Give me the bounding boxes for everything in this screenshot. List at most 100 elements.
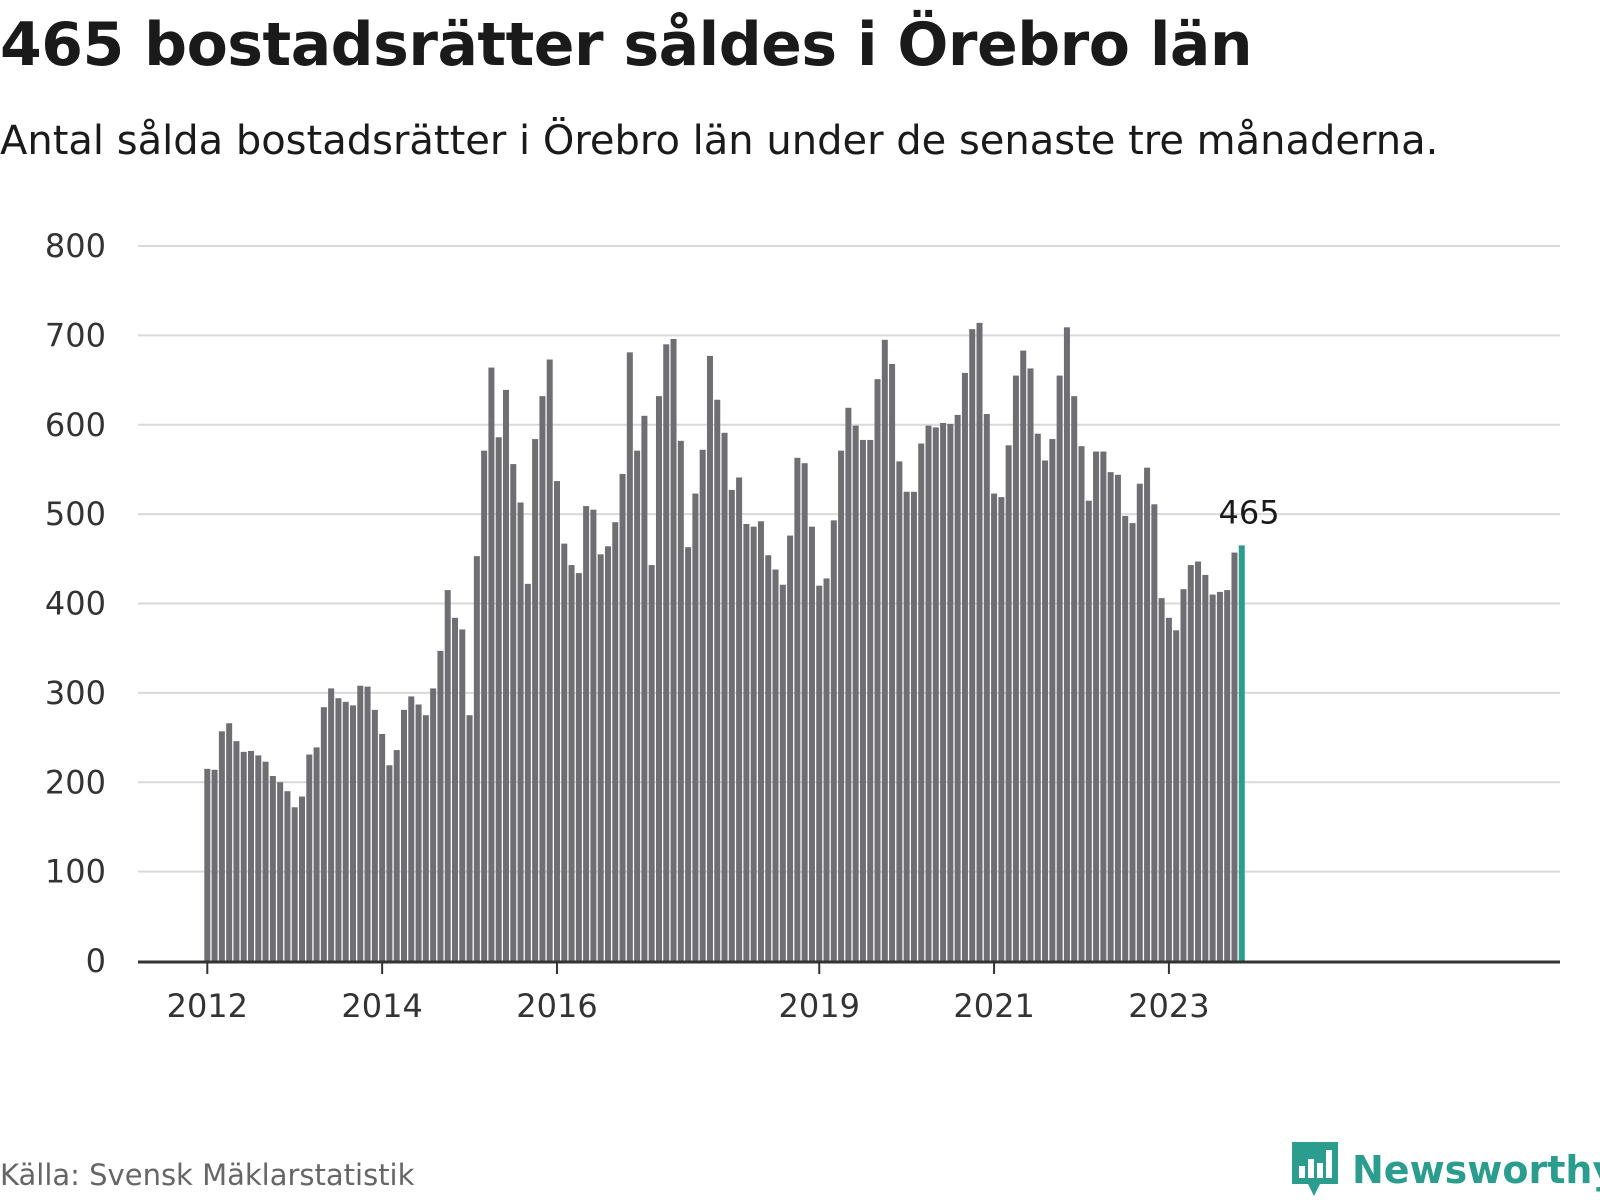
x-axis-ticks: 2012 2014 2016 2019 2021 2023 xyxy=(167,963,1210,1025)
brand-name: Newsworthy xyxy=(1352,1148,1600,1192)
bar xyxy=(1122,515,1129,961)
bar xyxy=(466,715,473,961)
bar xyxy=(226,723,233,961)
bar xyxy=(969,329,976,961)
bar xyxy=(306,754,313,961)
bar xyxy=(357,685,364,961)
bar xyxy=(1100,451,1107,961)
bar xyxy=(546,359,553,961)
bar xyxy=(896,461,903,961)
bar xyxy=(379,733,386,961)
bar xyxy=(583,506,590,961)
bar xyxy=(364,686,371,961)
brand: Newsworthy xyxy=(1290,1140,1600,1200)
bar xyxy=(408,696,415,961)
bar xyxy=(721,432,728,961)
bar xyxy=(401,709,407,961)
bar xyxy=(597,554,604,961)
y-tick-label: 800 xyxy=(45,227,106,265)
bar xyxy=(838,450,845,961)
bar xyxy=(211,769,218,961)
bar xyxy=(1012,375,1019,962)
bar xyxy=(655,396,662,961)
bar xyxy=(779,584,786,961)
bar xyxy=(663,344,670,961)
bar xyxy=(568,565,575,961)
bar xyxy=(1165,617,1172,961)
page-title: 465 bostadsrätter såldes i Örebro län xyxy=(0,10,1253,80)
bar xyxy=(299,796,305,961)
bar xyxy=(1151,504,1158,961)
bar xyxy=(1136,483,1143,961)
bar xyxy=(510,464,517,961)
bar xyxy=(1114,474,1121,961)
bar xyxy=(808,526,815,961)
bar xyxy=(612,522,619,961)
bar xyxy=(932,427,939,961)
bar xyxy=(269,775,276,961)
bar xyxy=(714,399,721,962)
bar xyxy=(1107,472,1114,961)
y-axis-ticks: 0 100 200 300 400 500 600 700 800 xyxy=(45,227,106,980)
bar xyxy=(736,477,743,961)
x-tick-label: 2016 xyxy=(516,987,597,1025)
bar xyxy=(488,367,495,961)
bar xyxy=(1195,561,1202,961)
bar xyxy=(1063,327,1070,962)
bar xyxy=(699,449,706,961)
bar xyxy=(692,493,699,961)
bar xyxy=(386,765,393,961)
bar xyxy=(1209,594,1216,961)
y-tick-label: 400 xyxy=(45,585,106,623)
bar xyxy=(743,523,750,961)
bar xyxy=(677,440,684,962)
bar xyxy=(1158,598,1165,961)
bar xyxy=(233,741,240,961)
bar xyxy=(561,543,568,961)
bar xyxy=(328,688,335,961)
bar xyxy=(670,338,677,961)
bar xyxy=(1187,565,1194,961)
bar xyxy=(961,372,968,961)
bar xyxy=(903,491,910,961)
y-tick-label: 200 xyxy=(45,763,106,801)
y-tick-label: 700 xyxy=(45,316,106,354)
y-tick-label: 100 xyxy=(45,853,106,891)
bar xyxy=(393,750,400,961)
bar xyxy=(1085,500,1092,961)
bar xyxy=(1224,590,1231,961)
bar xyxy=(218,731,225,961)
bar xyxy=(750,526,757,961)
source-note: Källa: Svensk Mäklarstatistik xyxy=(0,1158,415,1192)
bar xyxy=(998,497,1005,961)
bar xyxy=(502,389,509,961)
bar xyxy=(262,761,269,961)
bar xyxy=(940,422,947,962)
bar xyxy=(626,352,633,961)
bar xyxy=(320,707,327,961)
bar xyxy=(444,590,451,961)
bar xyxy=(881,339,888,962)
bar xyxy=(874,379,881,961)
bar xyxy=(947,423,954,961)
y-tick-label: 600 xyxy=(45,406,106,444)
bar xyxy=(1049,439,1056,961)
bar xyxy=(473,556,480,961)
bar xyxy=(204,768,211,961)
bar xyxy=(787,535,794,961)
bar xyxy=(342,701,349,961)
x-tick-label: 2021 xyxy=(953,987,1034,1025)
bar xyxy=(284,791,291,961)
bar xyxy=(685,547,692,961)
y-tick-label: 300 xyxy=(45,674,106,712)
bar xyxy=(983,414,990,961)
bar xyxy=(728,489,735,961)
page-subtitle: Antal sålda bostadsrätter i Örebro län u… xyxy=(0,118,1439,164)
bar xyxy=(451,617,458,961)
bar xyxy=(991,493,998,961)
bar xyxy=(845,407,852,961)
bar xyxy=(415,704,422,961)
bar xyxy=(765,555,772,961)
bar xyxy=(430,688,437,961)
